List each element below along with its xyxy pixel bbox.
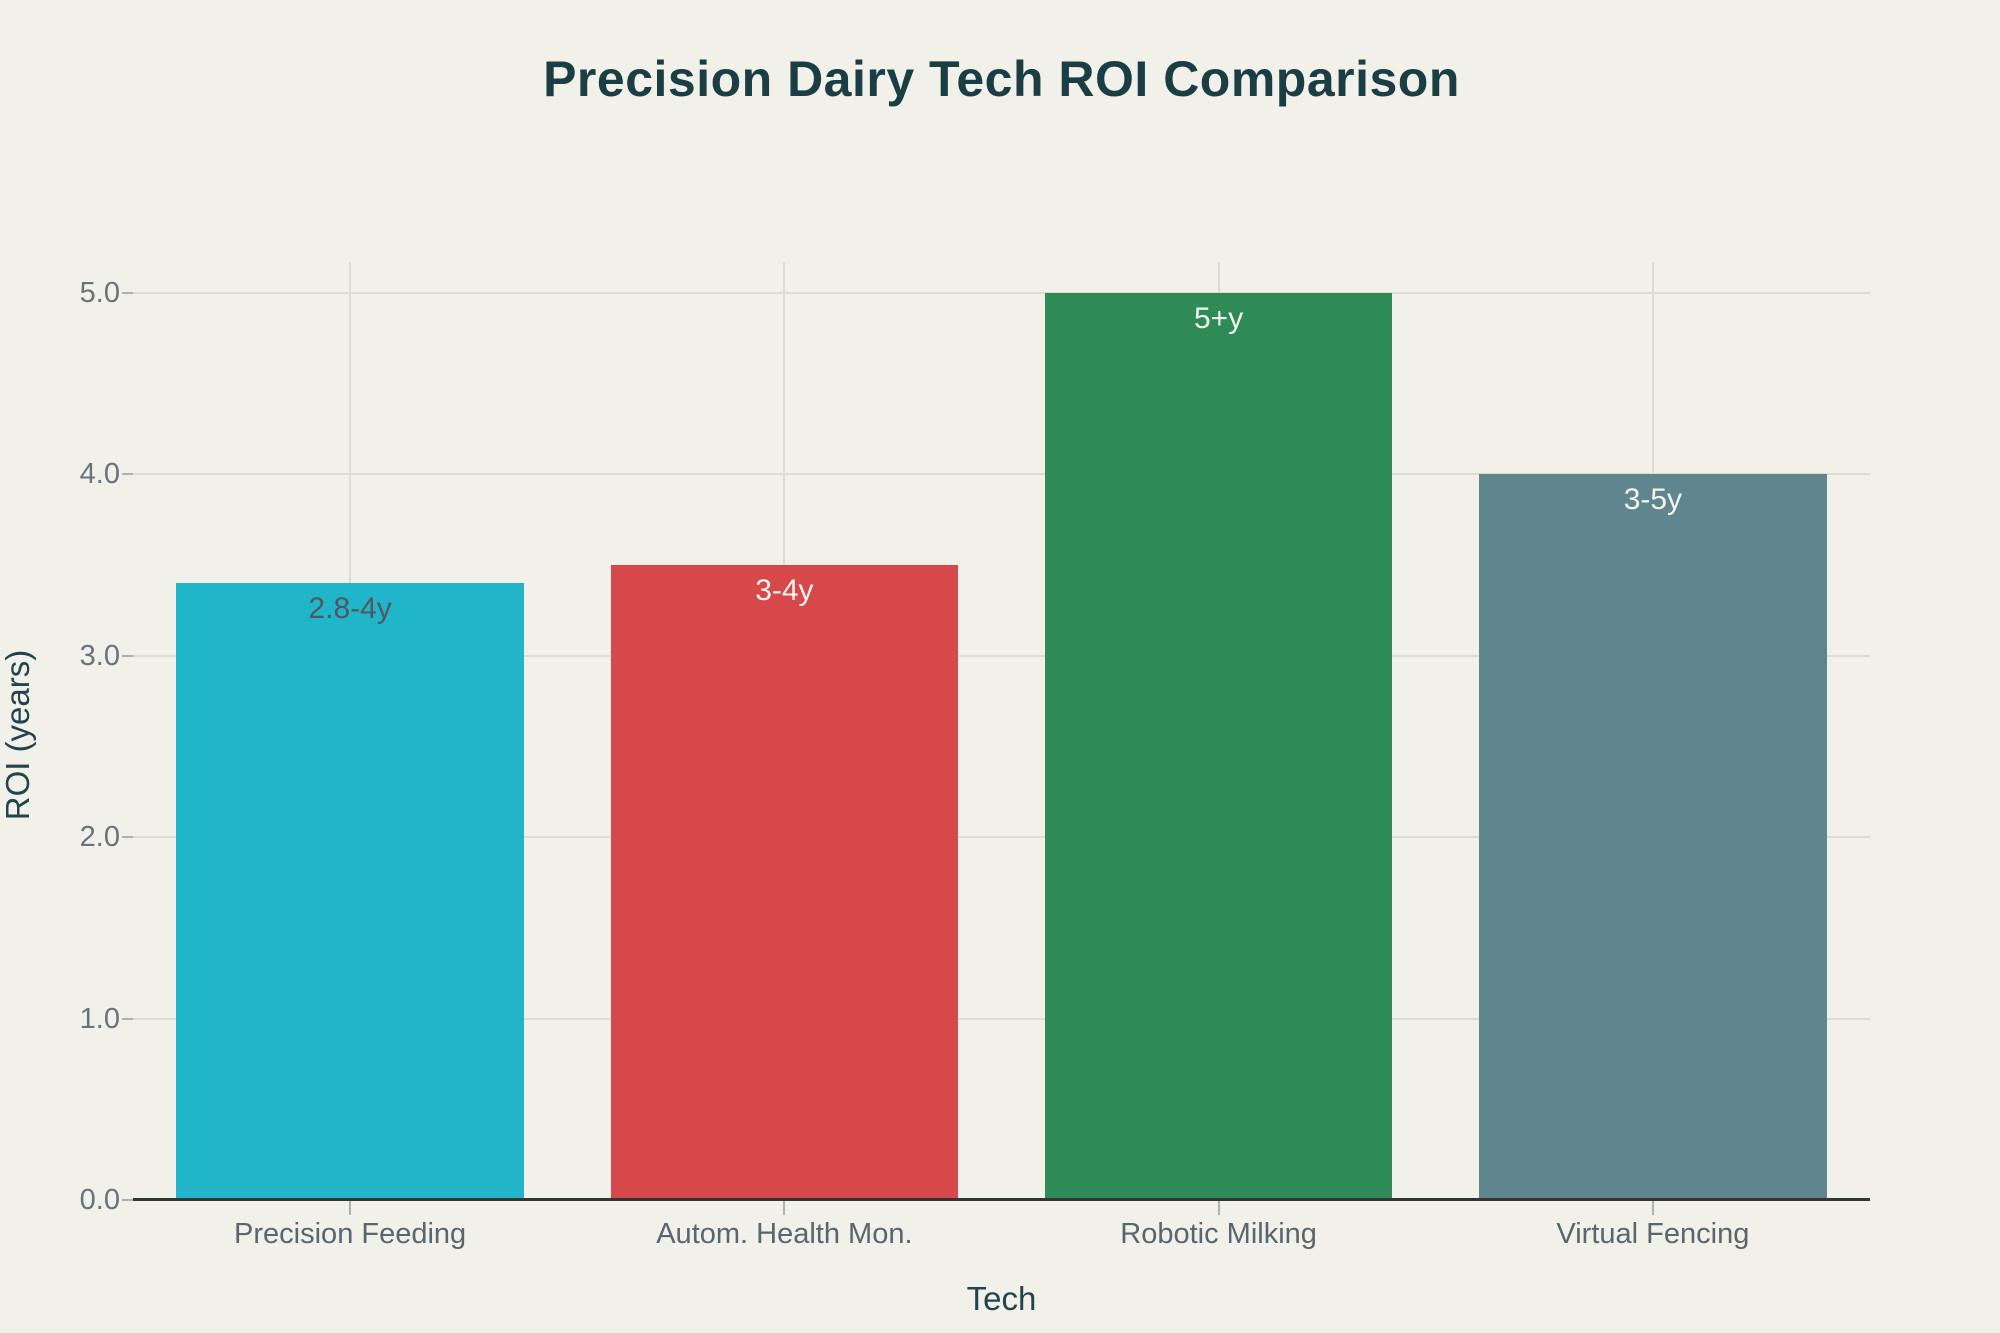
y-tick-label-0: 0.0	[79, 1184, 120, 1216]
x-tick-label-virtual-fencing: Virtual Fencing	[1556, 1218, 1750, 1250]
y-tick-label-5: 5.0	[79, 276, 120, 309]
bar-value-label-virtual-fencing: 3-5y	[1623, 483, 1683, 517]
y-tick-mark-3	[122, 654, 133, 657]
bar-value-label-robotic-milking: 5+y	[1194, 301, 1244, 335]
bar-autom-health-mon: 3-4y	[610, 565, 959, 1200]
y-tick-label-4: 4.0	[79, 458, 120, 491]
x-tick-label-autom-health-mon: Autom. Health Mon.	[656, 1218, 913, 1250]
plot-area: 2.8-4y 3-4y 5+y 3-5y	[133, 262, 1870, 1200]
bar-virtual-fencing: 3-5y	[1479, 474, 1827, 1200]
bar-value-label-autom-health-mon: 3-4y	[755, 574, 814, 607]
h-gridline-2	[133, 836, 1870, 839]
y-tick-label-1: 1.0	[79, 1002, 120, 1035]
y-tick-mark-1	[122, 1017, 133, 1020]
y-tick-mark-4	[122, 473, 133, 476]
y-tick-mark-0	[122, 1199, 133, 1201]
h-gridline-1	[133, 1017, 1870, 1020]
x-tick-mark-robotic-milking	[1217, 1201, 1220, 1215]
x-tick-mark-precision-feeding	[349, 1201, 352, 1215]
x-axis-title: Tech	[966, 1280, 1037, 1317]
h-gridline-3	[133, 654, 1870, 657]
x-axis-line	[133, 1198, 1870, 1201]
chart-title: Precision Dairy Tech ROI Comparison	[543, 51, 1460, 107]
bar-value-label-precision-feeding: 2.8-4y	[308, 592, 392, 626]
x-tick-mark-autom-health-mon	[783, 1201, 786, 1215]
x-tick-mark-virtual-fencing	[1651, 1201, 1654, 1215]
x-tick-label-robotic-milking: Robotic Milking	[1120, 1218, 1317, 1250]
y-tick-label-2: 2.0	[79, 821, 120, 854]
x-tick-label-precision-feeding: Precision Feeding	[234, 1218, 467, 1250]
y-tick-mark-2	[122, 836, 133, 839]
bar-robotic-milking: 5+y	[1044, 292, 1393, 1200]
bar-precision-feeding: 2.8-4y	[176, 583, 524, 1200]
h-gridline-4	[133, 473, 1870, 476]
y-tick-mark-5	[122, 291, 133, 294]
y-tick-label-3: 3.0	[79, 639, 120, 672]
h-gridline-5	[133, 291, 1870, 294]
